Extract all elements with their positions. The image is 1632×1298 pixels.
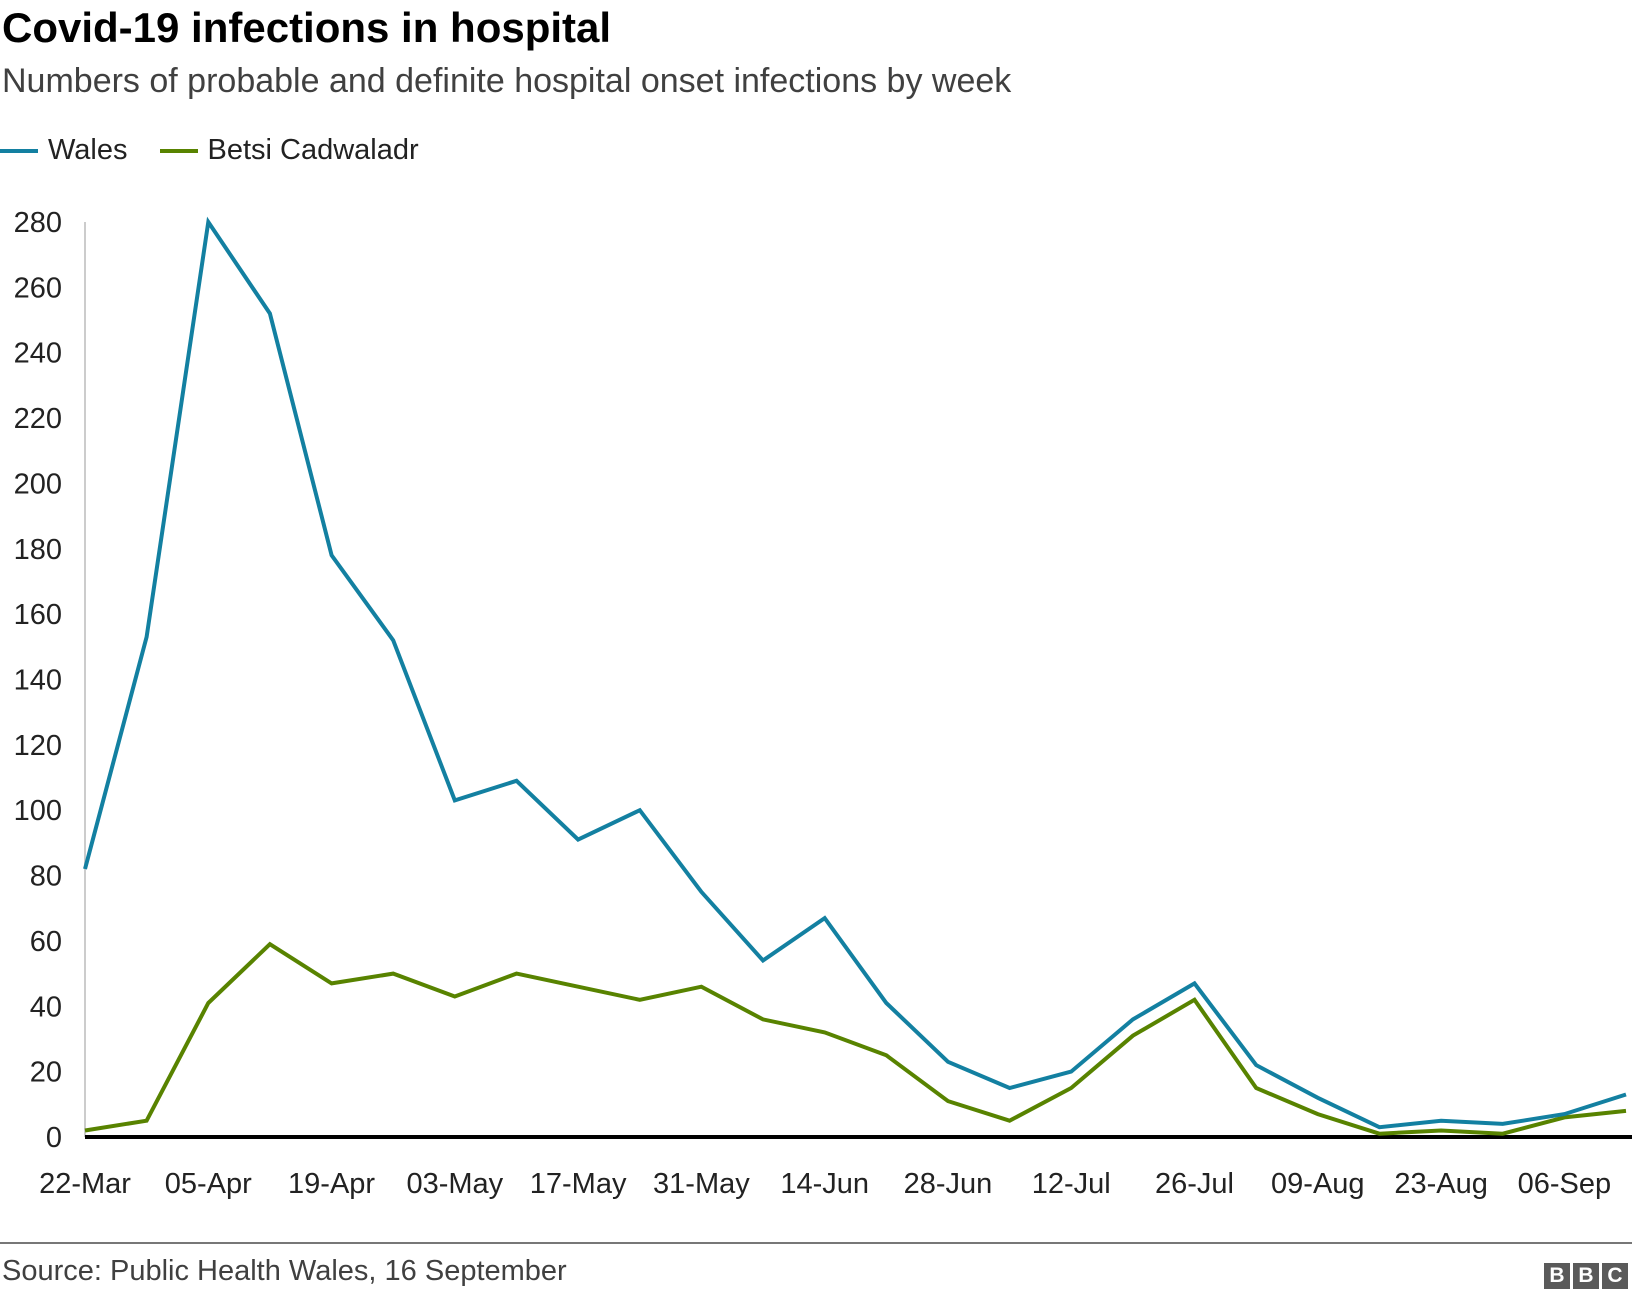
y-tick-label: 240 [14,338,62,370]
y-tick-label: 280 [14,207,62,239]
x-tick-label: 28-Jun [904,1168,993,1200]
y-tick-label: 200 [14,468,62,500]
legend-label-betsi-cadwaladr: Betsi Cadwaladr [207,134,419,166]
chart-subtitle: Numbers of probable and definite hospita… [2,62,1012,100]
chart-title: Covid-19 infections in hospital [2,4,612,51]
x-tick-label: 31-May [653,1168,750,1200]
series-lines [83,216,1627,1136]
legend-item-wales: Wales [0,134,128,167]
y-tick-label: 60 [30,926,62,958]
y-axis: 0 20 40 60 80 100 120 140 160 180 200 220 240 260 280 [14,207,86,1154]
legend-swatch-betsi-cadwaladr [159,148,198,153]
y-tick-label: 220 [14,403,62,435]
series-line-wales [83,216,1627,1130]
x-tick-label: 22-Mar [39,1168,131,1200]
footer-divider [0,1242,1632,1244]
y-tick-label: 120 [14,730,62,762]
x-tick-label: 09-Aug [1271,1168,1365,1200]
line-chart: 020406080100120140160180200220240260280 … [14,207,1632,1200]
bbc-logo-letter: B [1573,1263,1599,1289]
x-axis: 22-Mar 05-Apr 19-Apr 03-May 17-May 31-May 14-J… [39,1135,1632,1200]
legend-swatch-wales [0,148,38,153]
x-tick-label: 19-Apr [288,1168,375,1200]
bbc-logo: B B C [1544,1263,1628,1289]
y-tick-label: 180 [14,534,62,566]
x-tick-label: 17-May [530,1168,627,1200]
legend-label-wales: Wales [48,134,128,166]
bbc-logo-letter: C [1602,1263,1628,1289]
source-note: Source: Public Health Wales, 16 Septembe… [2,1255,567,1287]
x-tick-label: 14-Jun [780,1168,869,1200]
y-tick-label: 20 [30,1057,62,1089]
y-tick-label: 40 [30,991,62,1023]
y-tick-label: 80 [30,861,62,893]
x-tick-label: 12-Jul [1032,1168,1111,1200]
bbc-logo-letter: B [1544,1263,1570,1289]
x-tick-label: 26-Jul [1155,1168,1234,1200]
x-tick-label: 05-Apr [165,1168,252,1200]
y-tick-label: 160 [14,599,62,631]
y-tick-label: 0 [46,1122,62,1154]
x-tick-label: 23-Aug [1394,1168,1488,1200]
legend: Wales Betsi Cadwaladr [0,134,451,167]
series-line-betsi-cadwaladr [84,941,1627,1136]
y-tick-label: 100 [14,795,62,827]
y-tick-label: 260 [14,272,62,304]
x-tick-label: 03-May [406,1168,503,1200]
legend-item-betsi-cadwaladr: Betsi Cadwaladr [159,134,419,167]
y-tick-label: 140 [14,665,62,697]
x-tick-label: 06-Sep [1518,1168,1612,1200]
